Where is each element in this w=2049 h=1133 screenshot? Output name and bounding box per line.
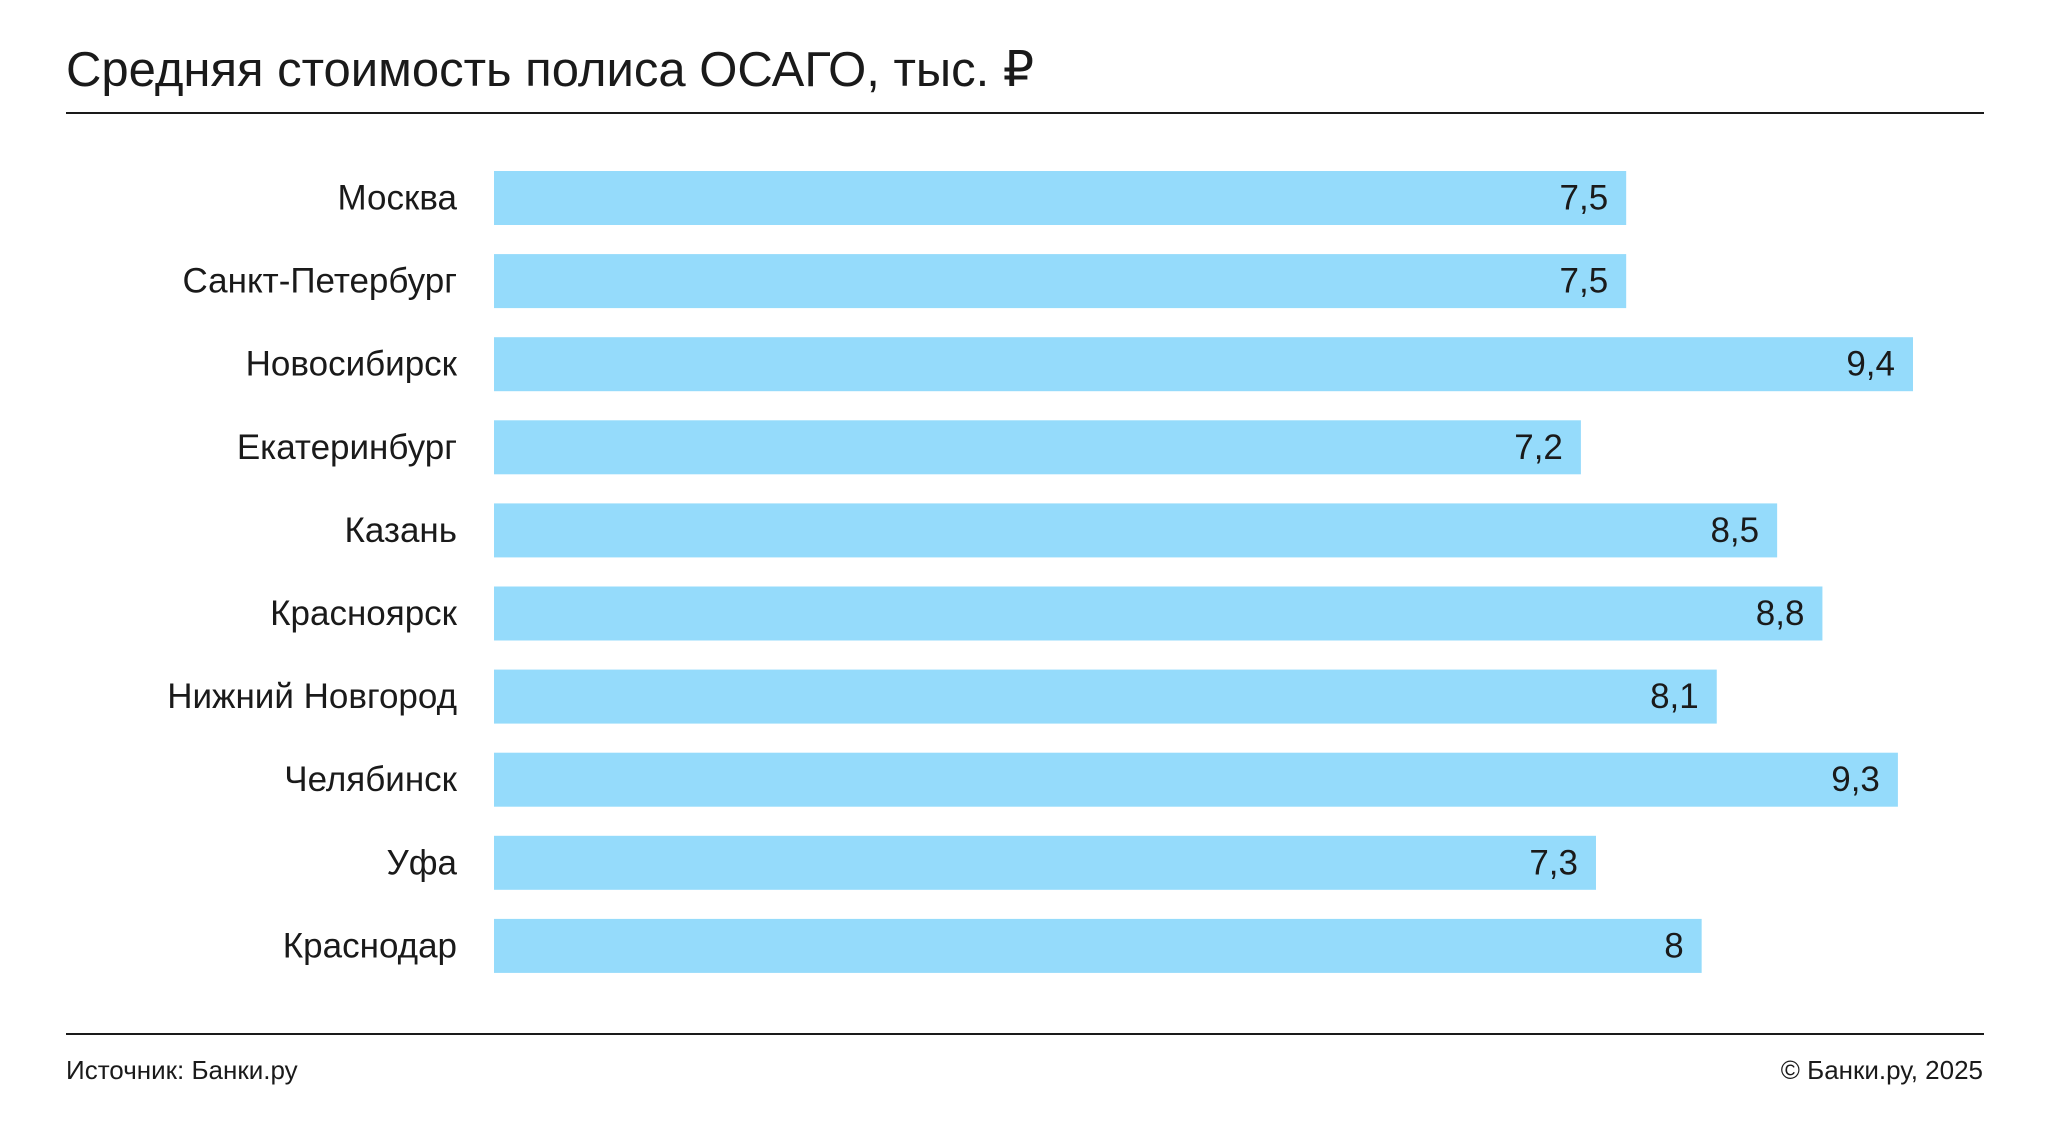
value-label: 7,3: [1529, 843, 1578, 882]
category-label: Нижний Новгород: [167, 677, 457, 716]
bar-row: Новосибирск 9,4: [246, 337, 1913, 392]
footer-divider: [66, 1033, 1984, 1035]
category-label: Краснодар: [283, 926, 457, 965]
category-label: Москва: [338, 179, 458, 218]
value-label: 8,1: [1650, 677, 1699, 716]
bar-row: Москва 7,5: [338, 171, 1627, 225]
value-label: 7,5: [1560, 179, 1609, 218]
bar: [494, 254, 1627, 309]
value-label: 8,5: [1710, 511, 1759, 550]
bar: [494, 586, 1823, 641]
bar-row: Нижний Новгород 8,1: [167, 669, 1717, 724]
value-label: 7,2: [1514, 428, 1563, 467]
category-label: Казань: [344, 511, 457, 550]
bar: [494, 171, 1627, 225]
bar-row: Уфа 7,3: [387, 835, 1596, 890]
value-label: 9,3: [1831, 760, 1880, 799]
bar-row: Казань 8,5: [344, 503, 1778, 558]
category-label: Санкт-Петербург: [183, 262, 458, 301]
category-label: Красноярск: [270, 594, 458, 633]
bar-row: Краснодар 8: [283, 918, 1702, 973]
title-divider: [66, 112, 1984, 114]
bar: [494, 669, 1717, 724]
category-label: Новосибирск: [246, 345, 458, 384]
category-label: Челябинск: [284, 760, 457, 799]
category-label: Уфа: [387, 843, 458, 882]
bar: [494, 337, 1913, 392]
bar-row: Челябинск 9,3: [284, 752, 1898, 807]
bar: [494, 918, 1702, 973]
value-label: 8,8: [1756, 594, 1805, 633]
bar-chart: Москва 7,5 Санкт-Петербург 7,5 Новосибирск 9,…: [167, 171, 1913, 973]
source-note: Источник: Банки.ру: [66, 1055, 298, 1085]
bar: [494, 503, 1778, 558]
bar: [494, 420, 1581, 475]
copyright-note: © Банки.ру, 2025: [1780, 1055, 1983, 1085]
chart-title: Средняя стоимость полиса ОСАГО, тыс. ₽: [66, 43, 1035, 97]
bar-row: Красноярск 8,8: [270, 586, 1823, 641]
bar-row: Санкт-Петербург 7,5: [183, 254, 1627, 309]
value-label: 7,5: [1560, 262, 1609, 301]
bar: [494, 835, 1596, 890]
bar: [494, 752, 1898, 807]
bar-row: Екатеринбург 7,2: [237, 420, 1581, 475]
value-label: 8: [1664, 926, 1683, 965]
category-label: Екатеринбург: [237, 428, 457, 467]
value-label: 9,4: [1846, 345, 1895, 384]
